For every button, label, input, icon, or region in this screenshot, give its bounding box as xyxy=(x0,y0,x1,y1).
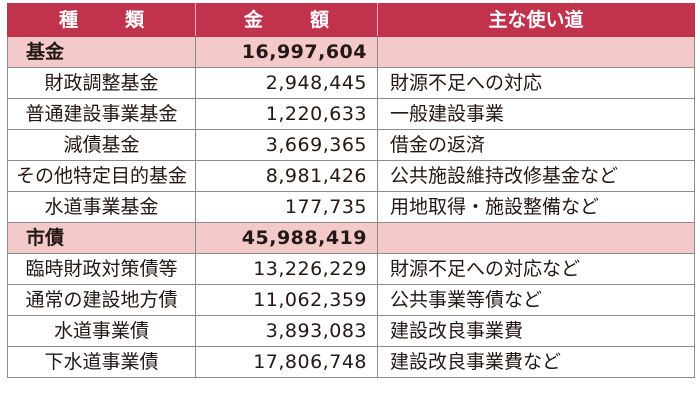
row-amount: 1,220,633 xyxy=(195,98,378,130)
row-amount: 3,669,365 xyxy=(195,129,378,161)
fund-debt-table-container: 種 類 金 額 主な使い道 基金 16,997,604 財政調整基金 2,948… xyxy=(7,3,695,378)
category-name: 市債 xyxy=(7,222,196,254)
table-row: 水道事業債 3,893,083 建設改良事業費 xyxy=(7,315,695,347)
table-row: 通常の建設地方債 11,062,359 公共事業等債など xyxy=(7,284,695,316)
row-name: 財政調整基金 xyxy=(7,67,196,99)
row-use: 借金の返済 xyxy=(377,129,695,161)
category-row-municipal-bond: 市債 45,988,419 xyxy=(7,222,695,254)
row-use: 一般建設事業 xyxy=(377,98,695,130)
row-name: 下水道事業債 xyxy=(7,346,196,378)
table-row: 臨時財政対策債等 13,226,229 財源不足への対応など xyxy=(7,253,695,285)
category-use xyxy=(377,36,695,68)
table-row: 財政調整基金 2,948,445 財源不足への対応 xyxy=(7,67,695,99)
header-row: 種 類 金 額 主な使い道 xyxy=(7,3,695,37)
table-row: 下水道事業債 17,806,748 建設改良事業費など xyxy=(7,346,695,378)
header-type: 種 類 xyxy=(7,3,196,37)
row-amount: 17,806,748 xyxy=(195,346,378,378)
header-amount: 金 額 xyxy=(195,3,378,37)
table-row: その他特定目的基金 8,981,426 公共施設維持改修基金など xyxy=(7,160,695,192)
table-row: 減債基金 3,669,365 借金の返済 xyxy=(7,129,695,161)
table-row: 水道事業基金 177,735 用地取得・施設整備など xyxy=(7,191,695,223)
table-row: 普通建設事業基金 1,220,633 一般建設事業 xyxy=(7,98,695,130)
row-use: 財源不足への対応など xyxy=(377,253,695,285)
row-use: 建設改良事業費 xyxy=(377,315,695,347)
row-use: 財源不足への対応 xyxy=(377,67,695,99)
category-amount: 16,997,604 xyxy=(195,36,378,68)
row-amount: 2,948,445 xyxy=(195,67,378,99)
category-amount: 45,988,419 xyxy=(195,222,378,254)
row-amount: 177,735 xyxy=(195,191,378,223)
row-amount: 8,981,426 xyxy=(195,160,378,192)
fund-debt-table: 種 類 金 額 主な使い道 基金 16,997,604 財政調整基金 2,948… xyxy=(7,3,695,378)
row-use: 公共事業等債など xyxy=(377,284,695,316)
row-use: 用地取得・施設整備など xyxy=(377,191,695,223)
row-name: その他特定目的基金 xyxy=(7,160,196,192)
row-name: 減債基金 xyxy=(7,129,196,161)
row-use: 建設改良事業費など xyxy=(377,346,695,378)
row-name: 水道事業基金 xyxy=(7,191,196,223)
row-amount: 3,893,083 xyxy=(195,315,378,347)
row-name: 普通建設事業基金 xyxy=(7,98,196,130)
category-name: 基金 xyxy=(7,36,196,68)
row-use: 公共施設維持改修基金など xyxy=(377,160,695,192)
row-name: 水道事業債 xyxy=(7,315,196,347)
row-amount: 13,226,229 xyxy=(195,253,378,285)
category-row-fund: 基金 16,997,604 xyxy=(7,36,695,68)
header-use: 主な使い道 xyxy=(377,3,695,37)
row-name: 臨時財政対策債等 xyxy=(7,253,196,285)
row-amount: 11,062,359 xyxy=(195,284,378,316)
row-name: 通常の建設地方債 xyxy=(7,284,196,316)
category-use xyxy=(377,222,695,254)
